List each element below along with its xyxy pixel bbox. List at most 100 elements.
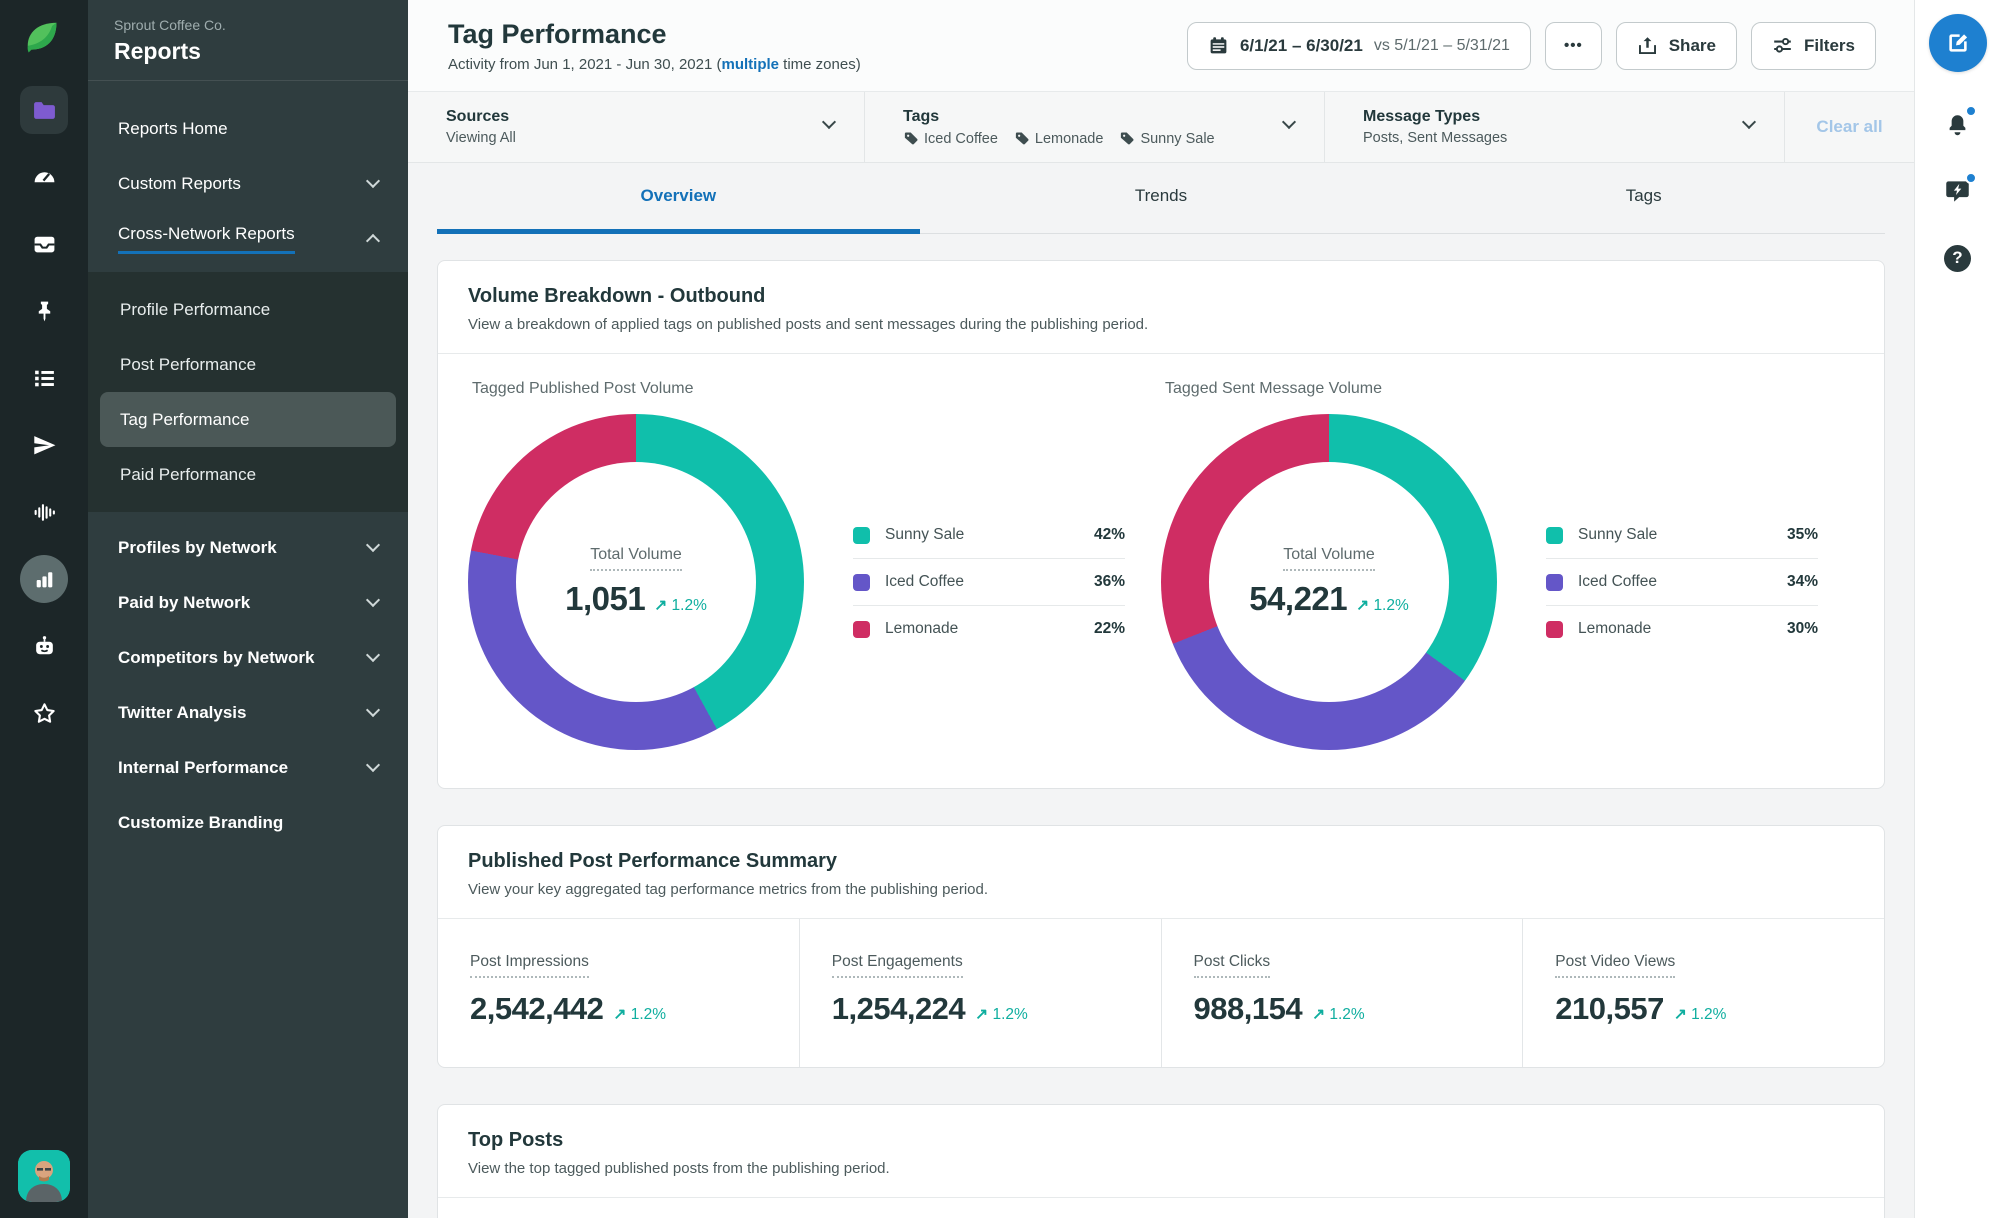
tag-chip: Iced Coffee [903, 131, 998, 147]
chevron-down-icon [821, 114, 837, 130]
rail-item-reports-folder[interactable] [20, 86, 68, 134]
sidebar-item-customize-branding[interactable]: Customize Branding [88, 795, 408, 850]
share-button[interactable]: Share [1615, 21, 1737, 70]
total-volume-delta: 1.2% [654, 596, 707, 615]
sidebar-item-label: Competitors by Network [118, 647, 315, 667]
report-tabs-inner: Overview Trends Tags [437, 163, 1885, 234]
legend-value: 30 [1787, 620, 1818, 638]
sidebar-item-competitors-by-network[interactable]: Competitors by Network [88, 630, 408, 685]
sidebar-item-paid-by-network[interactable]: Paid by Network [88, 575, 408, 630]
rail-item-inbox[interactable] [20, 220, 68, 268]
report-content: Volume Breakdown - Outbound View a break… [408, 234, 1914, 1218]
legend-row: Lemonade 30 [1546, 605, 1818, 652]
tab-trends[interactable]: Trends [1134, 186, 1188, 205]
rail-item-reports-active[interactable] [20, 555, 68, 603]
metric-label[interactable]: Post Impressions [470, 953, 589, 978]
metrics-row: Post Impressions 2,542,442 1.2% Post Eng… [438, 919, 1884, 1067]
robot-icon [35, 635, 53, 654]
sidebar-item-custom-reports[interactable]: Custom Reports [88, 156, 408, 211]
waveform-icon [34, 503, 55, 521]
whats-new-button[interactable] [1938, 171, 1978, 211]
volume-breakdown-card: Volume Breakdown - Outbound View a break… [437, 260, 1885, 789]
sprout-logo[interactable] [21, 18, 67, 64]
total-volume-label[interactable]: Total Volume [1283, 546, 1375, 571]
rail-item-pinned[interactable] [20, 287, 68, 335]
sidebar-item-paid-performance[interactable]: Paid Performance [100, 447, 396, 502]
legend-row: Lemonade 22 [853, 605, 1125, 652]
legend-value: 42 [1094, 526, 1125, 544]
chart-title: Tagged Published Post Volume [472, 380, 694, 397]
gauge-icon [34, 171, 54, 182]
sidebar-item-profiles-by-network[interactable]: Profiles by Network [88, 520, 408, 575]
date-range-button[interactable]: 6/1/21 – 6/30/21 vs 5/1/21 – 5/31/21 [1186, 21, 1531, 70]
legend-value: 36 [1094, 573, 1125, 591]
legend-swatch-iced-coffee [1546, 573, 1563, 591]
notification-badge [1964, 105, 1977, 117]
subtitle-text: time zones) [779, 55, 861, 73]
clear-all-button[interactable]: Clear all [1816, 117, 1883, 136]
tab-tags[interactable]: Tags [1625, 186, 1662, 205]
utility-rail: ? [1914, 0, 2000, 1218]
top-posts-header: Top Posts View the top tagged published … [438, 1105, 1884, 1198]
compose-button[interactable] [1928, 14, 1987, 72]
published-post-volume-donut[interactable]: Total Volume 1,051 1.2% [468, 414, 804, 750]
sent-message-volume-donut[interactable]: Total Volume 54,221 1.2% [1161, 414, 1497, 750]
legend-value: 34 [1787, 573, 1818, 591]
chevron-down-icon [365, 592, 381, 608]
sidebar-item-twitter-analysis[interactable]: Twitter Analysis [88, 685, 408, 740]
share-icon [1638, 37, 1656, 54]
metric-value-row: 1,254,224 1.2% [832, 991, 1129, 1027]
calendar-icon [1210, 37, 1227, 54]
donut-center: Total Volume 1,051 1.2% [516, 462, 756, 702]
chevron-up-icon [365, 233, 381, 249]
sidebar-item-tag-performance[interactable]: Tag Performance [100, 392, 396, 447]
rail-item-publishing[interactable] [20, 421, 68, 469]
subtitle-text: Activity from Jun 1, 2021 - Jun 30, 2021… [448, 55, 722, 73]
sidebar-item-profile-performance[interactable]: Profile Performance [100, 282, 396, 337]
sidebar-item-reports-home[interactable]: Reports Home [88, 101, 408, 156]
tab-overview[interactable]: Overview [437, 163, 920, 234]
sources-filter[interactable]: Sources Viewing All [408, 92, 865, 162]
date-range-value: 6/1/21 – 6/30/21 [1239, 35, 1363, 55]
chevron-down-icon [365, 702, 381, 718]
main-content: Tag Performance Activity from Jun 1, 202… [408, 0, 1914, 1218]
sidebar-item-label: Customize Branding [118, 812, 284, 832]
rail-item-dashboard-gauge[interactable] [20, 153, 68, 201]
tags-filter[interactable]: Tags Iced Coffee Lemonade Sunny Sale [865, 92, 1325, 162]
metric-label[interactable]: Post Video Views [1555, 953, 1676, 978]
sidebar-item-post-performance[interactable]: Post Performance [100, 337, 396, 392]
sidebar-item-cross-network-reports[interactable]: Cross-Network Reports [88, 211, 408, 266]
rail-item-automation-bot[interactable] [20, 622, 68, 670]
more-options-button[interactable]: ••• [1544, 21, 1602, 70]
tags-filter-label: Tags [903, 107, 940, 125]
donut-wrap: Total Volume 1,051 1.2% [468, 414, 1161, 750]
total-volume-label[interactable]: Total Volume [590, 546, 682, 571]
metric-delta: 1.2% [1674, 1005, 1726, 1024]
tag-icon [1121, 132, 1134, 145]
metric-label[interactable]: Post Clicks [1193, 953, 1271, 978]
rail-item-list[interactable] [20, 354, 68, 402]
filters-button[interactable]: Filters [1750, 21, 1876, 70]
performance-summary-description: View your key aggregated tag performance… [468, 881, 988, 898]
filters-sliders-icon [1774, 37, 1791, 53]
bell-icon [1949, 114, 1966, 135]
tag-chip: Sunny Sale [1119, 131, 1215, 147]
metric-label[interactable]: Post Engagements [831, 953, 963, 978]
sidebar-item-internal-performance[interactable]: Internal Performance [88, 740, 408, 795]
metric-value-row: 988,154 1.2% [1194, 991, 1491, 1027]
rail-item-listening[interactable] [20, 488, 68, 536]
sidebar-item-label: Reports Home [118, 118, 228, 138]
legend-label: Sunny Sale [885, 526, 965, 543]
message-types-filter-label: Message Types [1363, 108, 1481, 125]
message-types-filter[interactable]: Message Types Posts, Sent Messages [1325, 92, 1785, 162]
sidebar-item-label: Twitter Analysis [118, 702, 247, 722]
help-button[interactable]: ? [1938, 238, 1978, 278]
reports-sidebar: Sprout Coffee Co. Reports Reports Home C… [88, 0, 408, 1218]
multiple-timezones-link[interactable]: multiple [721, 55, 779, 73]
whats-new-badge [1964, 172, 1977, 184]
rail-item-favorites[interactable] [20, 689, 68, 737]
sidebar-item-label: Paid Performance [120, 464, 257, 484]
user-avatar[interactable] [18, 1150, 70, 1202]
company-name: Sprout Coffee Co. [114, 17, 226, 33]
notifications-button[interactable] [1938, 104, 1978, 144]
